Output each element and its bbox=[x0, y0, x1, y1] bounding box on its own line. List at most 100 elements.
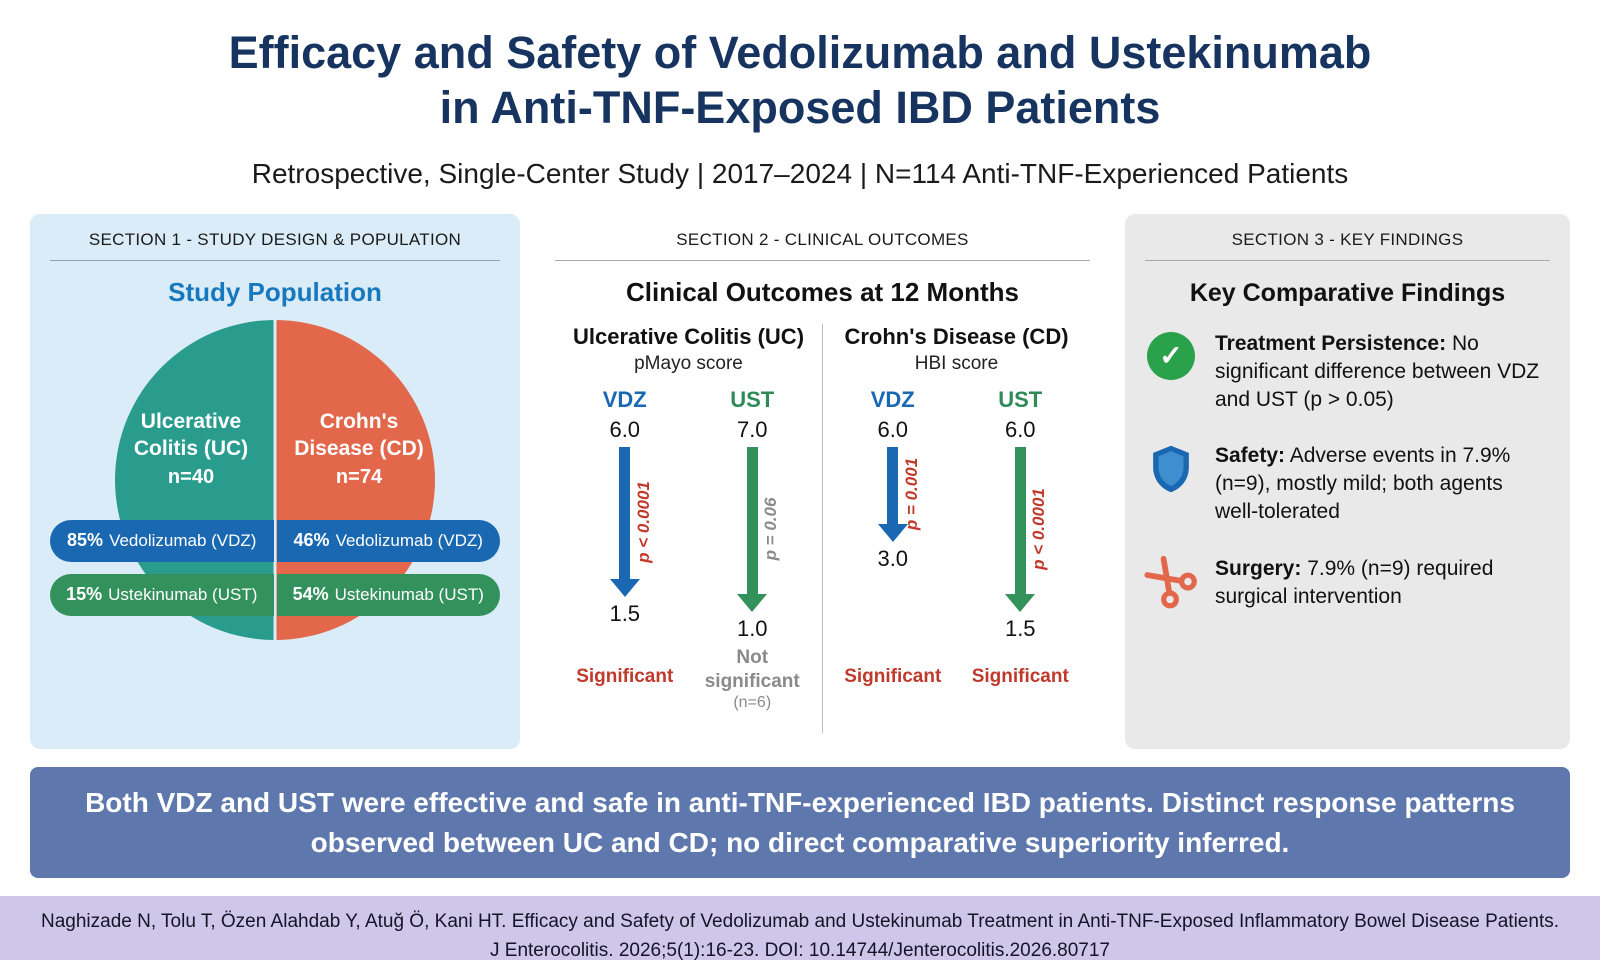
key-findings-title: Key Comparative Findings bbox=[1189, 278, 1506, 307]
cd-group-name: Crohn's Disease (CD) bbox=[844, 323, 1069, 349]
uc-score-type: pMayo score bbox=[634, 352, 743, 374]
treatment-bars: 85% Vedolizumab (VDZ) 46% Vedolizumab (V… bbox=[50, 519, 500, 616]
ust-uc-share: 15% Ustekinumab (UST) bbox=[50, 573, 274, 616]
finding-safety: Safety: Adverse events in 7.9% (n=9), mo… bbox=[1145, 442, 1550, 526]
cd-ust-sig-text: Significant bbox=[971, 666, 1069, 688]
uc-vdz-significance: Significant bbox=[576, 665, 673, 689]
uc-group-name: Ulcerative Colitis (UC) bbox=[572, 323, 805, 349]
finding-icon-box bbox=[1144, 555, 1197, 608]
cd-ust-significance: Significant bbox=[972, 665, 1069, 689]
vdz-cd-label: Vedolizumab (VDZ) bbox=[335, 530, 483, 550]
page-title-line2: in Anti-TNF-Exposed IBD Patients bbox=[439, 81, 1161, 133]
ust-cd-share: 54% Ustekinumab (UST) bbox=[276, 573, 500, 616]
ustekinumab-bar: 15% Ustekinumab (UST) 54% Ustekinumab (U… bbox=[50, 573, 500, 616]
finding-persistence-lead: Treatment Persistence: bbox=[1215, 331, 1447, 355]
finding-icon-box: ✓ bbox=[1145, 330, 1197, 380]
uc-vdz-start-value: 6.0 bbox=[609, 416, 641, 442]
uc-ust-down-arrow-icon: p = 0.06 bbox=[737, 446, 780, 612]
arrow-shaft bbox=[887, 446, 899, 524]
uc-name-line1: Ulcerative bbox=[140, 409, 242, 433]
finding-safety-body: Adverse events in 7.9% (n=9), mostly mil… bbox=[1215, 444, 1511, 524]
uc-ust-arm: UST 7.0 p = 0.06 1.0 Not significant (n=… bbox=[693, 386, 811, 712]
finding-persistence: ✓ Treatment Persistence: No significant … bbox=[1145, 330, 1550, 414]
vdz-uc-share: 85% Vedolizumab (VDZ) bbox=[50, 519, 274, 562]
cd-vdz-end-value: 3.0 bbox=[877, 545, 909, 571]
uc-vdz-pvalue: p < 0.0001 bbox=[633, 480, 653, 563]
uc-vdz-drug-label: VDZ bbox=[602, 386, 647, 412]
arrow-head bbox=[877, 523, 908, 542]
cd-ust-down-arrow-icon: p < 0.0001 bbox=[1005, 446, 1048, 612]
ust-cd-pct: 54% bbox=[292, 584, 329, 605]
arrow-shaft bbox=[1014, 446, 1026, 594]
uc-arms: VDZ 6.0 p < 0.0001 1.5 Significant bbox=[561, 386, 816, 712]
vdz-cd-pct: 46% bbox=[293, 530, 330, 551]
uc-ust-sig-text: Not significant bbox=[704, 646, 800, 692]
section3-divider bbox=[1145, 259, 1550, 261]
study-population-title: Study Population bbox=[168, 276, 382, 307]
clinical-outcomes-title: Clinical Outcomes at 12 Months bbox=[626, 276, 1019, 307]
section2-panel: SECTION 2 - CLINICAL OUTCOMES Clinical O… bbox=[535, 213, 1110, 749]
section1-divider bbox=[50, 259, 500, 261]
finding-surgery-body: 7.9% (n=9) required surgical interventio… bbox=[1215, 556, 1494, 608]
uc-n: n=40 bbox=[167, 466, 215, 489]
uc-ust-pvalue: p = 0.06 bbox=[761, 497, 781, 561]
cd-vdz-start-value: 6.0 bbox=[877, 416, 909, 442]
cd-vdz-arm: VDZ 6.0 p = 0.001 3.0 Significant bbox=[834, 387, 952, 689]
uc-outcome-group: Ulcerative Colitis (UC) pMayo score VDZ … bbox=[555, 324, 822, 733]
uc-vdz-end-value: 1.5 bbox=[609, 600, 641, 626]
shield-icon bbox=[1153, 445, 1189, 493]
outcome-groups: Ulcerative Colitis (UC) pMayo score VDZ … bbox=[555, 323, 1090, 733]
finding-safety-lead: Safety: bbox=[1215, 444, 1286, 468]
uc-vdz-arm: VDZ 6.0 p < 0.0001 1.5 Significant bbox=[566, 387, 684, 689]
cd-ust-arm: UST 6.0 p < 0.0001 1.5 Significant bbox=[961, 387, 1079, 689]
cd-ust-end-value: 1.5 bbox=[1004, 615, 1036, 641]
uc-ust-end-value: 1.0 bbox=[736, 615, 768, 641]
section2-divider bbox=[555, 259, 1090, 261]
uc-vdz-sig-text: Significant bbox=[576, 666, 674, 688]
uc-ust-sig-note: (n=6) bbox=[733, 694, 772, 712]
cd-vdz-pvalue: p = 0.001 bbox=[901, 458, 921, 531]
arrow-head bbox=[737, 593, 768, 612]
vdz-cd-share: 46% Vedolizumab (VDZ) bbox=[276, 519, 500, 562]
sections-row: SECTION 1 - STUDY DESIGN & POPULATION St… bbox=[0, 213, 1600, 749]
uc-ust-start-value: 7.0 bbox=[736, 416, 768, 442]
section3-header: SECTION 3 - KEY FINDINGS bbox=[1231, 229, 1464, 249]
finding-persistence-text: Treatment Persistence: No significant di… bbox=[1215, 330, 1550, 414]
header: Efficacy and Safety of Vedolizumab and U… bbox=[0, 0, 1600, 190]
vedolizumab-bar: 85% Vedolizumab (VDZ) 46% Vedolizumab (V… bbox=[50, 519, 500, 562]
scissors-icon bbox=[1144, 555, 1197, 608]
cd-name-line1: Crohn's bbox=[319, 409, 399, 433]
cd-n: n=74 bbox=[335, 466, 383, 489]
pie-label-uc: Ulcerative Colitis (UC) n=40 bbox=[115, 408, 275, 491]
cd-ust-start-value: 6.0 bbox=[1004, 416, 1036, 442]
uc-name-line2: Colitis (UC) bbox=[133, 437, 249, 461]
finding-surgery-text: Surgery: 7.9% (n=9) required surgical in… bbox=[1215, 555, 1550, 611]
cd-score-type: HBI score bbox=[914, 352, 999, 374]
cd-vdz-down-arrow-icon: p = 0.001 bbox=[877, 446, 921, 542]
page-title: Efficacy and Safety of Vedolizumab and U… bbox=[0, 26, 1600, 136]
cd-arms: VDZ 6.0 p = 0.001 3.0 Significant bbox=[829, 387, 1084, 689]
finding-persistence-body: No significant difference between VDZ an… bbox=[1215, 331, 1540, 412]
section1-header: SECTION 1 - STUDY DESIGN & POPULATION bbox=[88, 229, 462, 249]
uc-ust-significance: Not significant (n=6) bbox=[693, 646, 811, 714]
check-circle-icon: ✓ bbox=[1147, 331, 1195, 380]
conclusion-banner: Both VDZ and UST were effective and safe… bbox=[30, 766, 1570, 879]
cd-ust-pvalue: p < 0.0001 bbox=[1029, 488, 1049, 571]
study-subtitle: Retrospective, Single-Center Study | 201… bbox=[251, 157, 1349, 189]
ust-uc-label: Ustekinumab (UST) bbox=[108, 584, 258, 604]
uc-ust-drug-label: UST bbox=[730, 386, 775, 412]
vdz-uc-pct: 85% bbox=[67, 530, 104, 551]
arrow-head bbox=[1005, 593, 1036, 612]
cd-ust-drug-label: UST bbox=[998, 386, 1043, 412]
finding-safety-text: Safety: Adverse events in 7.9% (n=9), mo… bbox=[1215, 442, 1550, 526]
arrow-shaft bbox=[619, 446, 631, 579]
cd-vdz-drug-label: VDZ bbox=[870, 386, 915, 412]
section2-header: SECTION 2 - CLINICAL OUTCOMES bbox=[676, 229, 969, 249]
citation-line2: J Enterocolitis. 2026;5(1):16-23. DOI: 1… bbox=[490, 939, 1110, 960]
ust-uc-pct: 15% bbox=[66, 584, 103, 605]
ust-cd-label: Ustekinumab (UST) bbox=[334, 584, 484, 604]
finding-surgery: Surgery: 7.9% (n=9) required surgical in… bbox=[1144, 555, 1550, 611]
cd-vdz-sig-text: Significant bbox=[844, 666, 942, 688]
vdz-uc-label: Vedolizumab (VDZ) bbox=[109, 530, 257, 550]
cd-name-line2: Disease (CD) bbox=[294, 437, 424, 461]
